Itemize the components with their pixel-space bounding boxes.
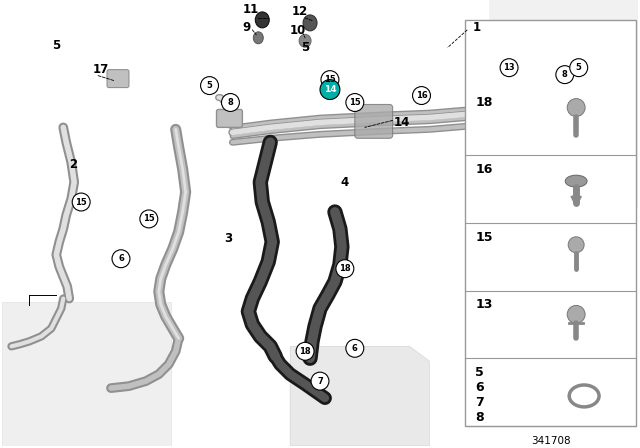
Circle shape [346,339,364,357]
Text: 14: 14 [394,116,410,129]
Circle shape [72,193,90,211]
Text: 6: 6 [352,344,358,353]
Circle shape [112,250,130,268]
Text: 15: 15 [143,215,155,224]
Text: 16: 16 [415,91,428,100]
Text: 13: 13 [503,63,515,72]
Text: 12: 12 [292,5,308,18]
Circle shape [221,94,239,112]
Text: 15: 15 [349,98,361,107]
FancyBboxPatch shape [1,302,171,446]
Text: 1: 1 [473,22,481,34]
Text: 5: 5 [301,41,309,54]
Polygon shape [290,346,429,446]
Ellipse shape [255,12,269,28]
Circle shape [346,94,364,112]
Text: 2: 2 [69,158,77,171]
Text: 11: 11 [242,4,259,17]
Circle shape [570,59,588,77]
Circle shape [311,372,329,390]
Ellipse shape [253,32,263,44]
Text: 18: 18 [475,95,493,108]
Text: 16: 16 [475,163,493,176]
Text: 6: 6 [118,254,124,263]
FancyBboxPatch shape [465,20,636,426]
FancyBboxPatch shape [355,104,393,138]
Circle shape [336,260,354,278]
Text: 10: 10 [290,24,306,37]
Text: 8: 8 [562,70,568,79]
Text: 17: 17 [93,63,109,76]
Text: 7: 7 [317,377,323,386]
Text: 18: 18 [300,347,311,356]
Text: 5: 5 [207,81,212,90]
FancyBboxPatch shape [216,109,243,127]
Circle shape [556,66,574,84]
Text: 5: 5 [576,63,582,72]
Text: 15: 15 [475,231,493,244]
Text: 18: 18 [339,264,351,273]
Text: 4: 4 [340,176,349,189]
FancyBboxPatch shape [552,80,584,102]
Circle shape [567,99,585,116]
Circle shape [200,77,218,95]
Text: 9: 9 [242,22,250,34]
Text: 15: 15 [76,198,87,207]
Text: 5
6
7
8: 5 6 7 8 [475,366,484,424]
Text: 3: 3 [225,233,232,246]
Ellipse shape [299,34,311,47]
Ellipse shape [303,15,317,31]
Circle shape [140,210,158,228]
Circle shape [500,59,518,77]
Circle shape [568,237,584,253]
Circle shape [567,306,585,323]
Polygon shape [489,0,639,207]
Circle shape [321,71,339,89]
Text: 5: 5 [52,39,60,52]
Circle shape [320,80,340,99]
Text: 15: 15 [324,75,336,84]
Ellipse shape [565,175,587,187]
Text: 13: 13 [475,298,493,311]
Text: 341708: 341708 [531,436,570,446]
FancyBboxPatch shape [107,69,129,87]
Text: 14: 14 [324,85,336,94]
Circle shape [413,86,431,104]
Circle shape [296,342,314,360]
Text: 8: 8 [228,98,234,107]
